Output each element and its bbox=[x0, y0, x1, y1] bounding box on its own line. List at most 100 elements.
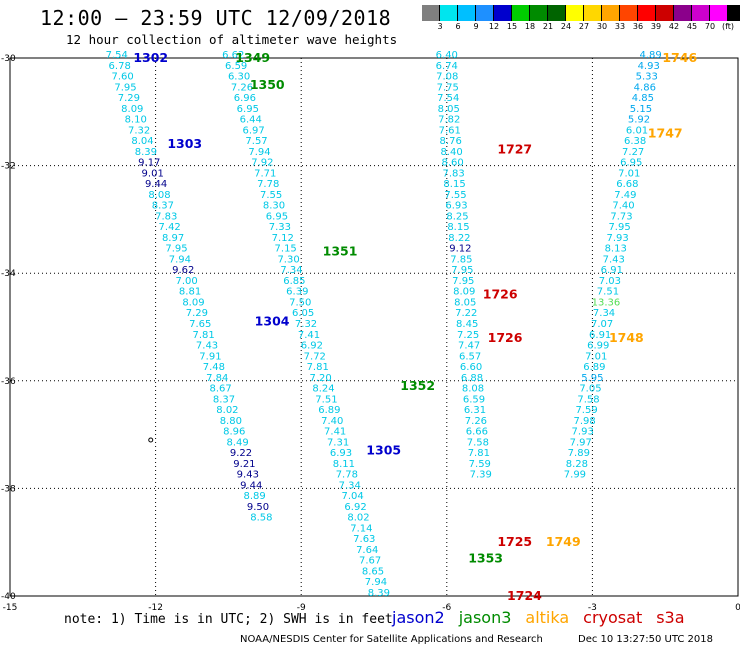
data-point-jason3: 8.11 bbox=[333, 459, 355, 470]
data-point-jason2: 9.17 bbox=[138, 158, 160, 169]
data-point-altika: 7.34 bbox=[593, 308, 615, 319]
plot-frame bbox=[9, 57, 739, 597]
data-point-jason2: 7.95 bbox=[165, 244, 187, 255]
colorbar bbox=[422, 5, 740, 21]
colorbar-label: 24 bbox=[560, 22, 572, 31]
data-point-jason2: 8.89 bbox=[243, 491, 265, 502]
page-subtitle: 12 hour collection of altimeter wave hei… bbox=[66, 32, 398, 47]
data-point-jason3: 7.20 bbox=[309, 373, 331, 384]
colorbar-swatch bbox=[620, 5, 638, 21]
data-point-jason3: 7.14 bbox=[350, 523, 372, 534]
data-point-altika: 7.93 bbox=[572, 427, 594, 438]
pass-time-label: 1748 bbox=[609, 330, 644, 345]
data-point-altika: 6.91 bbox=[601, 265, 623, 276]
data-point-s3a: 8.40 bbox=[441, 147, 463, 158]
colorbar-label: 3 bbox=[437, 22, 443, 31]
data-point-altika: 7.58 bbox=[577, 394, 599, 405]
data-point-altika: 8.13 bbox=[605, 244, 627, 255]
colorbar-swatch bbox=[512, 5, 530, 21]
data-point-altika: 8.28 bbox=[566, 459, 588, 470]
data-point-jason2: 8.09 bbox=[121, 104, 143, 115]
data-point-altika: 5.15 bbox=[630, 104, 652, 115]
data-point-jason2: 7.83 bbox=[155, 211, 177, 222]
pass-time-label: 1724 bbox=[507, 588, 542, 603]
data-point-jason3: 6.95 bbox=[266, 211, 288, 222]
data-point-jason3: 7.67 bbox=[359, 556, 381, 567]
land-marker bbox=[148, 437, 154, 443]
data-point-s3a: 8.05 bbox=[454, 297, 476, 308]
data-point-s3a: 7.81 bbox=[468, 448, 490, 459]
data-point-s3a: 8.76 bbox=[440, 136, 462, 147]
data-point-jason3: 7.51 bbox=[315, 394, 337, 405]
satellite-legend: jason2 jason3 altika cryosat s3a bbox=[392, 608, 699, 627]
pass-time-label: 1304 bbox=[255, 314, 290, 329]
data-point-altika: 7.73 bbox=[610, 211, 632, 222]
data-point-jason3: 7.64 bbox=[356, 545, 378, 556]
data-point-s3a: 6.66 bbox=[466, 427, 488, 438]
data-point-jason2: 7.00 bbox=[176, 276, 198, 287]
pass-time-label: 1303 bbox=[167, 136, 202, 151]
legend-item-s3a: s3a bbox=[656, 608, 685, 627]
data-point-s3a: 8.05 bbox=[438, 104, 460, 115]
data-point-jason3: 7.15 bbox=[275, 244, 297, 255]
data-point-jason3: 6.92 bbox=[344, 502, 366, 513]
data-point-jason3: 6.30 bbox=[228, 72, 250, 83]
data-point-jason2: 8.96 bbox=[223, 427, 245, 438]
data-point-jason3: 7.72 bbox=[304, 351, 326, 362]
data-point-jason3: 6.95 bbox=[237, 104, 259, 115]
footer-timestamp: Dec 10 13:27:50 UTC 2018 bbox=[578, 634, 713, 645]
data-point-jason3: 6.93 bbox=[330, 448, 352, 459]
data-point-jason2: 6.78 bbox=[109, 61, 131, 72]
page-title: 12:00 – 23:59 UTC 12/09/2018 bbox=[40, 6, 392, 30]
data-point-jason2: 7.48 bbox=[203, 362, 225, 373]
data-point-jason3: 8.65 bbox=[362, 566, 384, 577]
pass-time-label: 1726 bbox=[483, 287, 518, 302]
data-point-altika: 4.89 bbox=[640, 50, 662, 61]
data-point-altika: 4.86 bbox=[634, 82, 656, 93]
data-point-jason2: 9.62 bbox=[172, 265, 194, 276]
colorbar-label: 9 bbox=[473, 22, 479, 31]
data-point-s3a: 8.09 bbox=[453, 287, 475, 298]
legend-item-jason3: jason3 bbox=[458, 608, 512, 627]
data-point-s3a: 7.75 bbox=[437, 82, 459, 93]
data-point-s3a: 7.47 bbox=[458, 341, 480, 352]
data-point-s3a: 8.60 bbox=[441, 158, 463, 169]
data-point-s3a: 7.39 bbox=[470, 470, 492, 481]
colorbar-swatch bbox=[710, 5, 728, 21]
data-point-altika: 7.95 bbox=[608, 222, 630, 233]
data-point-altika: 7.93 bbox=[607, 233, 629, 244]
data-point-jason3: 6.39 bbox=[286, 287, 308, 298]
data-point-jason3: 7.12 bbox=[272, 233, 294, 244]
pass-time-label: 1725 bbox=[497, 534, 532, 549]
data-point-jason2: 8.10 bbox=[125, 115, 147, 126]
x-tick-label: -15 bbox=[3, 603, 18, 613]
data-point-jason3: 6.92 bbox=[301, 341, 323, 352]
data-point-jason2: 9.43 bbox=[237, 470, 259, 481]
data-point-jason2: 8.37 bbox=[152, 201, 174, 212]
data-point-jason2: 8.81 bbox=[179, 287, 201, 298]
data-point-altika: 7.07 bbox=[591, 319, 613, 330]
data-point-altika: 7.27 bbox=[622, 147, 644, 158]
legend-item-altika: altika bbox=[525, 608, 570, 627]
data-point-altika: 7.98 bbox=[574, 416, 596, 427]
data-point-jason3: 7.41 bbox=[298, 330, 320, 341]
data-point-altika: 7.99 bbox=[564, 470, 586, 481]
data-point-s3a: 6.59 bbox=[463, 394, 485, 405]
colorbar-label: 30 bbox=[596, 22, 608, 31]
x-tick-label: -3 bbox=[588, 603, 597, 613]
data-point-s3a: 7.59 bbox=[469, 459, 491, 470]
colorbar-swatch bbox=[674, 5, 692, 21]
data-point-s3a: 7.22 bbox=[455, 308, 477, 319]
data-point-jason2: 7.42 bbox=[159, 222, 181, 233]
data-point-s3a: 7.55 bbox=[444, 190, 466, 201]
pass-time-label: 1349 bbox=[235, 50, 270, 65]
colorbar-label: 36 bbox=[632, 22, 644, 31]
data-point-jason2: 7.84 bbox=[206, 373, 228, 384]
pass-time-label: 1747 bbox=[648, 125, 683, 140]
data-point-s3a: 7.61 bbox=[439, 125, 461, 136]
colorbar-swatch bbox=[728, 5, 740, 21]
data-point-jason2: 9.01 bbox=[142, 168, 164, 179]
colorbar-label: 15 bbox=[506, 22, 518, 31]
y-tick-label: -30 bbox=[1, 54, 16, 64]
